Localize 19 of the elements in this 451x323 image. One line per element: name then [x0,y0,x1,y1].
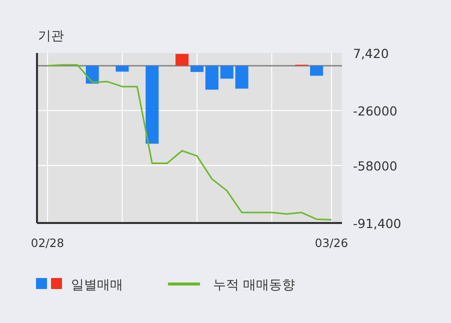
chart-title: 기관 [38,29,64,44]
bar [220,66,234,79]
legend-label: 누적 매매동향 [213,278,296,293]
y-tick-label: -26000 [353,103,398,118]
bar [205,66,218,90]
legend-label: 일별매매 [71,278,123,293]
line-series [46,64,332,220]
y-tick-label: -58000 [353,158,398,174]
bar [310,66,324,76]
x-tick-label: 02/28 [30,236,64,250]
bar [146,66,159,144]
y-tick-label: -91,400 [353,216,402,231]
legend-일별매매: 일별매매 [36,278,123,293]
bar [176,54,189,66]
y-tick-label: 7,420 [353,46,389,61]
x-tick-label: 03/26 [314,236,348,250]
bar [190,66,204,72]
bar [116,66,129,72]
bar [235,66,248,89]
